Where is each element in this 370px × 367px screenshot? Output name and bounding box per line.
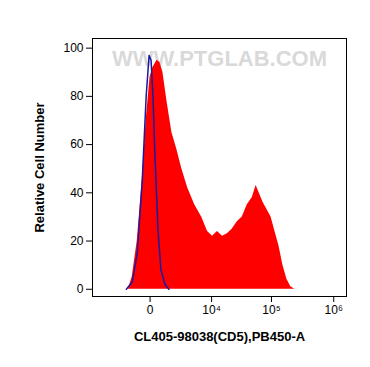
svg-text:10⁵: 10⁵: [262, 303, 280, 317]
svg-text:60: 60: [70, 137, 84, 151]
svg-text:10⁴: 10⁴: [202, 303, 221, 317]
svg-text:WWW.PTGLAB.COM: WWW.PTGLAB.COM: [112, 46, 327, 71]
svg-text:40: 40: [70, 186, 84, 200]
svg-text:10⁶: 10⁶: [325, 303, 343, 317]
svg-text:Relative Cell Number: Relative Cell Number: [32, 102, 47, 232]
svg-text:20: 20: [70, 234, 84, 248]
svg-text:0: 0: [147, 303, 154, 317]
svg-text:100: 100: [63, 41, 83, 55]
svg-text:0: 0: [77, 282, 84, 296]
svg-text:80: 80: [70, 89, 84, 103]
svg-text:CL405-98038(CD5),PB450-A: CL405-98038(CD5),PB450-A: [134, 329, 306, 344]
